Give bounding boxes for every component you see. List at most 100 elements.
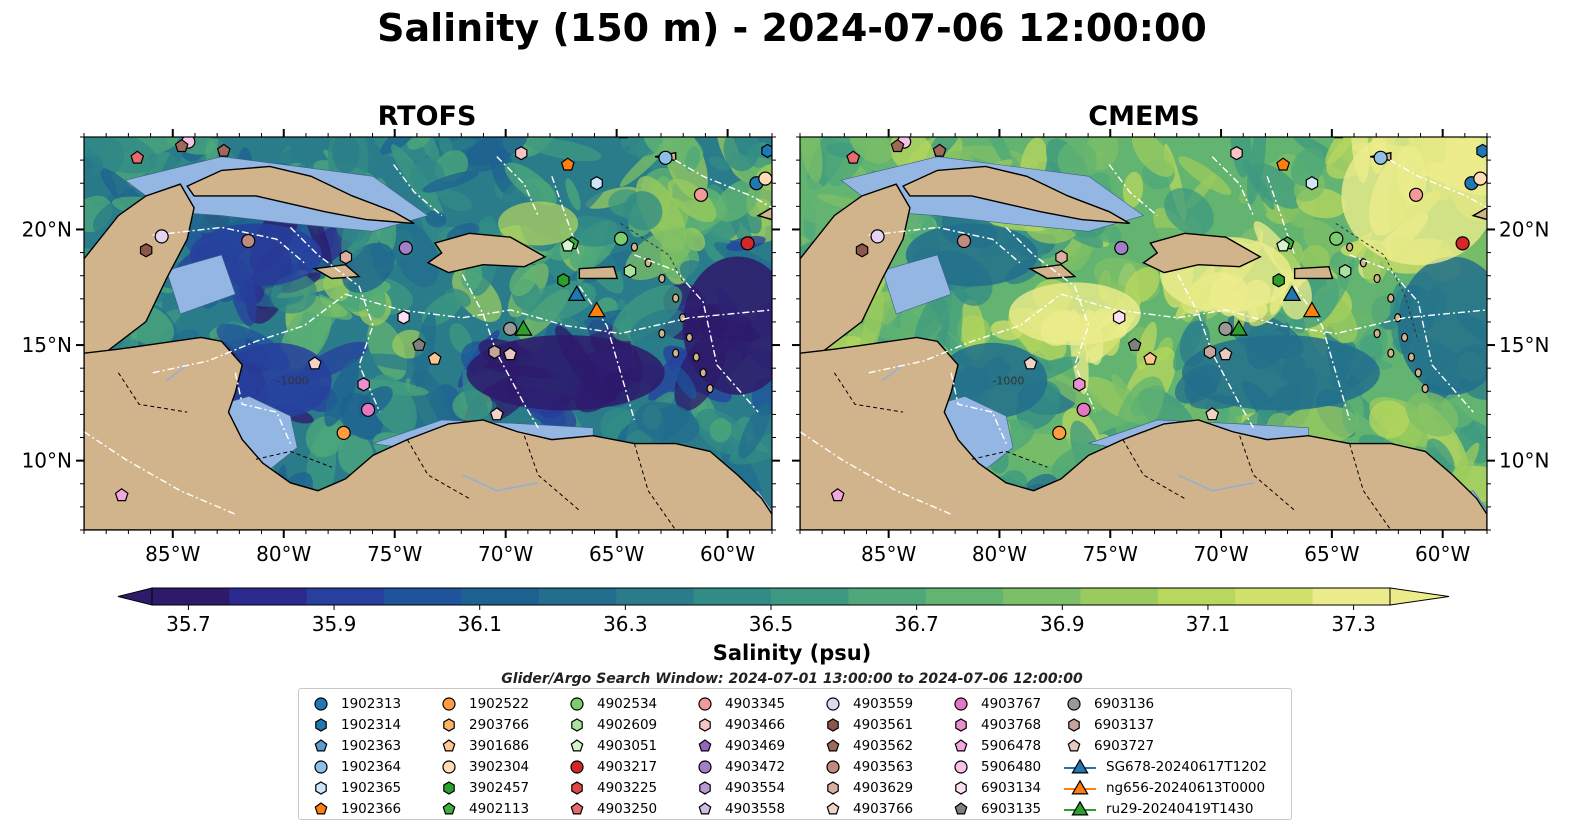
legend-item: SG678-20240617T1202 — [1064, 756, 1267, 777]
legend-item: 1902363 — [311, 735, 401, 756]
legend-item: 4903766 — [823, 798, 913, 819]
legend-label: 4903469 — [725, 737, 786, 754]
legend-label: 4903562 — [853, 737, 914, 754]
argo-float-4903563 — [241, 233, 256, 249]
argo-float-3901686 — [427, 351, 442, 365]
argo-float-1902364 — [658, 150, 673, 165]
shelf-area — [166, 254, 236, 315]
panel-title-rtofs: RTOFS — [377, 101, 477, 132]
eez-boundary — [289, 226, 381, 413]
argo-float-4903250 — [130, 150, 145, 164]
eez-boundary — [1349, 254, 1474, 413]
argo-float-4903466 — [1230, 146, 1243, 161]
argo-float-1902365 — [1305, 176, 1319, 191]
lat-tick-label: 15°N — [22, 333, 72, 357]
argo-float-4903559 — [870, 229, 885, 244]
legend-label: 1902364 — [341, 758, 402, 775]
legend-marker — [826, 759, 840, 774]
pentagon-marker-icon — [698, 801, 712, 814]
legend-item: 2903766 — [439, 714, 529, 735]
legend-item: 4903561 — [823, 714, 913, 735]
legend-item: 3902457 — [439, 777, 529, 798]
argo-float-4902609 — [623, 263, 637, 279]
legend-item: 4903466 — [695, 714, 785, 735]
lon-tick-label: 65°W — [1304, 542, 1359, 566]
legend-marker — [1071, 779, 1089, 794]
land-mass — [1471, 206, 1487, 221]
colorbar-segment — [152, 588, 230, 605]
glider-ng656-20240613T0000 — [1302, 301, 1322, 318]
legend-label: 6903727 — [1094, 737, 1155, 754]
legend-label: 1902314 — [341, 716, 402, 733]
legend-label: 4902609 — [597, 716, 658, 733]
legend-marker — [1071, 758, 1089, 773]
legend-column: 4903559 4903561 4903562 4903563 4903629 49037… — [823, 693, 913, 819]
argo-float-4902534 — [1329, 231, 1344, 246]
glider-ng656-20240613T0000 — [587, 301, 606, 318]
eez-boundary — [868, 226, 1021, 264]
colorbar-segment — [848, 588, 927, 605]
colorbar-tick-label: 36.3 — [603, 612, 648, 636]
legend-item: 1902522 — [439, 693, 529, 714]
legend-marker — [827, 717, 839, 732]
argo-float-1902363 — [1333, 137, 1344, 139]
lon-tick-label: 80°W — [256, 542, 311, 566]
colorbar-segment — [538, 588, 617, 605]
argo-float-4903629 — [1055, 250, 1068, 265]
argo-float-6903137 — [1203, 344, 1217, 360]
legend-item: 3902304 — [439, 756, 529, 777]
legend-label: 4903554 — [725, 779, 786, 796]
circle-marker-icon — [826, 696, 840, 711]
circle-marker-icon — [954, 759, 968, 774]
land-mass — [186, 165, 415, 225]
argo-float-6903137 — [488, 344, 501, 360]
argo-float-1902363 — [618, 137, 628, 139]
pentagon-marker-icon — [954, 738, 968, 751]
legend-marker — [954, 801, 968, 814]
hexagon-marker-icon — [955, 780, 967, 795]
legend-item: 4903250 — [567, 798, 657, 819]
argo-float-4903217 — [1455, 236, 1470, 251]
legend-item: 1902366 — [311, 798, 401, 819]
argo-float-4903472 — [398, 240, 413, 256]
legend-item: 5906478 — [951, 735, 1041, 756]
legend-label: 4903225 — [597, 779, 658, 796]
argo-float-4903766 — [1205, 407, 1220, 421]
legend-marker — [954, 696, 968, 711]
eez-boundary — [496, 156, 539, 216]
land-mass — [901, 165, 1131, 225]
legend-item: 4903554 — [695, 777, 785, 798]
lat-tick-label: 10°N — [1499, 449, 1549, 473]
lat-tick-label: 20°N — [1499, 217, 1549, 241]
glider-SG678-20240617T1202 — [567, 285, 586, 301]
legend-marker — [570, 759, 584, 774]
circle-marker-icon — [442, 759, 456, 774]
hexagon-marker-icon — [955, 717, 967, 732]
colorbar-segment — [1157, 588, 1236, 605]
argo-float-5906478 — [114, 488, 129, 502]
pentagon-marker-icon — [1067, 738, 1081, 751]
eez-boundary — [152, 226, 305, 264]
legend-label: 4902534 — [597, 695, 658, 712]
eez-boundary — [950, 372, 1007, 444]
land-mass — [578, 265, 619, 280]
legend-label: 3901686 — [469, 737, 530, 754]
legend-marker — [955, 717, 967, 732]
legend-marker — [698, 801, 712, 814]
glider-SG678-20240617T1202 — [1282, 285, 1302, 301]
legend-item: 4903767 — [951, 693, 1041, 714]
argo-float-1902366 — [1276, 157, 1291, 171]
map-frame — [799, 136, 1488, 531]
colorbar-segment — [1003, 588, 1081, 605]
pentagon-marker-icon — [826, 738, 840, 751]
legend-label: 4903629 — [853, 779, 914, 796]
search-window-note: Glider/Argo Search Window: 2024-07-01 13… — [501, 671, 1083, 687]
argo-float-4903559 — [154, 229, 169, 244]
legend-item: 1902365 — [311, 777, 401, 798]
hexagon-marker-icon — [443, 780, 455, 795]
argo-float-4903466 — [514, 146, 528, 161]
eez-boundary — [1005, 226, 1097, 413]
argo-float-3902304 — [758, 171, 772, 186]
legend-item: 6903134 — [951, 777, 1041, 798]
